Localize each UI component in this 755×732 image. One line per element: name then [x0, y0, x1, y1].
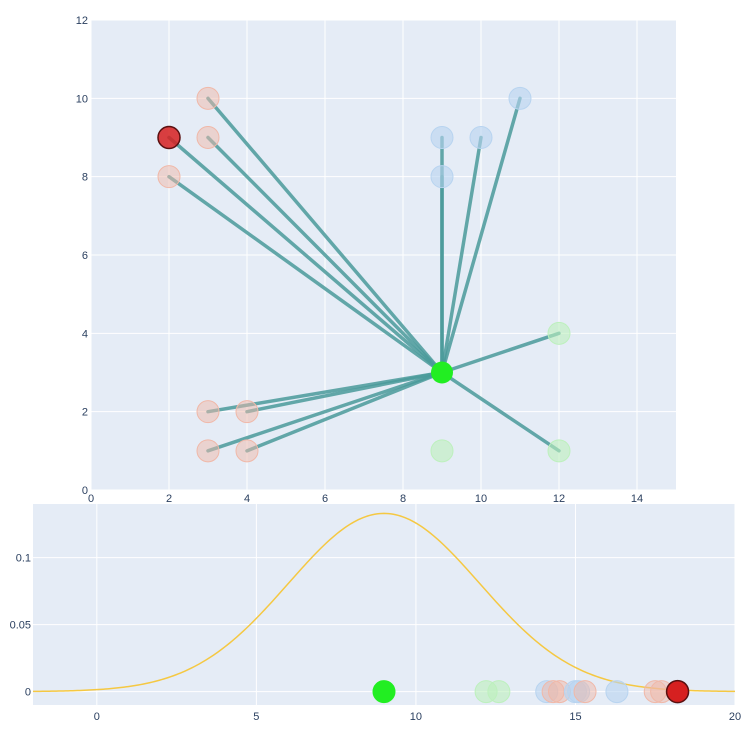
data-point	[157, 125, 181, 150]
bottom-x-tick-label: 20	[729, 711, 741, 723]
data-point	[196, 126, 220, 149]
connection-line	[167, 174, 444, 375]
top-y-tick-label: 8	[82, 172, 88, 184]
top-x-tick-label: 2	[166, 493, 172, 505]
data-point	[235, 400, 259, 424]
density-point	[573, 680, 597, 704]
top-x-tick-label: 8	[400, 493, 406, 505]
top-y-tick-label: 6	[82, 250, 88, 262]
top-y-tick-label: 2	[82, 407, 88, 419]
bottom-x-tick-label: 5	[253, 711, 259, 723]
bottom-y-tick-label: 0.1	[16, 553, 31, 565]
data-point	[430, 126, 454, 149]
top-x-tick-label: 10	[475, 493, 487, 505]
bottom-plot-background	[33, 504, 735, 705]
bottom-y-tick-label: 0	[25, 687, 31, 699]
bottom-x-tick-label: 0	[94, 711, 100, 723]
top-y-tick-label: 4	[82, 328, 88, 340]
center-point	[431, 361, 453, 384]
top-y-tick-label: 10	[76, 93, 88, 105]
bottom-x-tick-label: 10	[410, 711, 422, 723]
top-x-tick-label: 0	[88, 493, 94, 505]
density-point	[605, 680, 629, 704]
connection-line	[440, 135, 483, 375]
top-scatter-chart: 0 2 4 6 8 10 12 14 0 2 4 6 8 10 12	[76, 15, 676, 505]
top-x-tick-label: 14	[631, 493, 643, 505]
data-point	[235, 439, 259, 463]
connection-line	[440, 370, 561, 453]
data-point	[196, 439, 220, 463]
connection-line	[167, 135, 444, 375]
connection-line	[440, 331, 561, 375]
data-point	[469, 126, 493, 149]
connection-line	[206, 370, 444, 453]
data-point	[508, 86, 532, 110]
top-x-tick-label: 6	[322, 493, 328, 505]
density-point	[487, 680, 511, 704]
bottom-density-chart: 0 5 10 15 20 0 0.05 0.1	[10, 504, 741, 723]
top-y-tick-label: 12	[76, 15, 88, 27]
data-point	[430, 439, 454, 463]
connection-line	[245, 370, 444, 414]
data-point	[157, 165, 181, 189]
bottom-x-tick-label: 15	[569, 711, 581, 723]
data-point	[196, 400, 220, 424]
connection-line	[245, 370, 444, 453]
density-point	[372, 680, 396, 704]
density-point	[665, 679, 690, 704]
top-x-tick-label: 4	[244, 493, 250, 505]
top-x-tick-label: 12	[553, 493, 565, 505]
connection-line	[206, 135, 444, 375]
data-point	[547, 321, 571, 345]
connection-line	[206, 96, 444, 375]
bottom-y-tick-label: 0.05	[10, 620, 31, 632]
data-point	[196, 86, 220, 110]
connection-line	[440, 96, 522, 375]
data-point	[430, 165, 454, 189]
top-y-tick-label: 0	[82, 485, 88, 497]
data-point	[547, 439, 571, 463]
